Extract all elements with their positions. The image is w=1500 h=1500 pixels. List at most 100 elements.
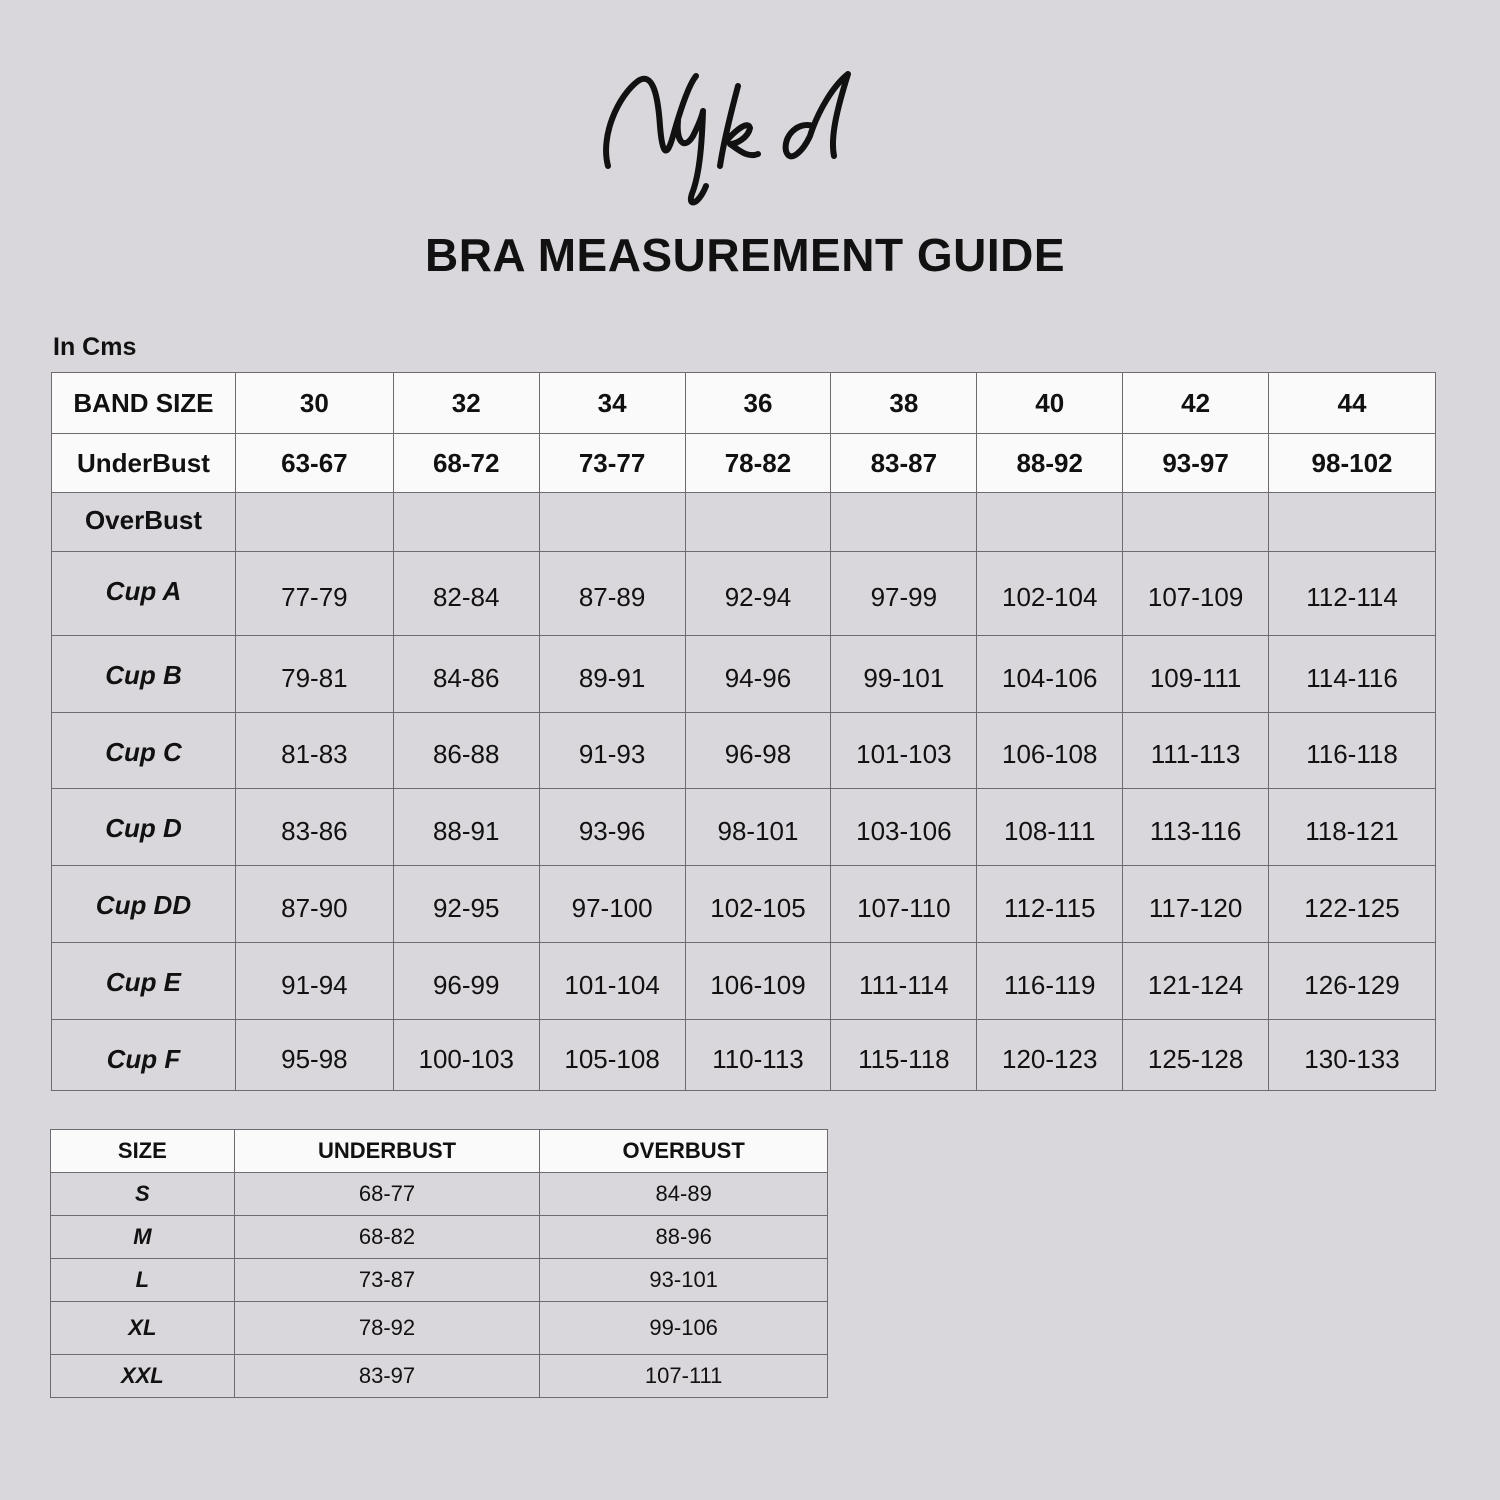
underbust-cell: 88-92: [976, 433, 1124, 493]
band-size-cell: 32: [392, 372, 540, 434]
underbust-cell: 98-102: [1268, 433, 1436, 493]
band-size-label: BAND SIZE: [51, 372, 236, 434]
overbust-cell: 84-86: [392, 635, 540, 713]
cup-label: Cup DD: [51, 865, 236, 943]
cup-row: Cup D 83-86 88-91 93-96 98-101 103-106 108-111…: [51, 788, 1436, 866]
overbust-cell: 100-103: [392, 1019, 540, 1091]
measurement-cell: 83-97: [233, 1354, 541, 1398]
cup-row: Cup DD 87-90 92-95 97-100 102-105 107-110 112-…: [51, 865, 1436, 943]
measurement-cell: 93-101: [539, 1258, 828, 1302]
empty-cell: [538, 492, 686, 552]
overbust-cell: 111-114: [830, 942, 978, 1020]
band-size-cell: 40: [976, 372, 1124, 434]
size-label: XXL: [50, 1354, 235, 1398]
overbust-cell: 102-104: [976, 551, 1124, 636]
overbust-cell: 112-114: [1268, 551, 1436, 636]
size-row: L 73-87 93-101: [50, 1258, 828, 1302]
overbust-cell: 101-104: [538, 942, 686, 1020]
overbust-cell: 82-84: [392, 551, 540, 636]
underbust-cell: 93-97: [1122, 433, 1270, 493]
cup-label: Cup C: [51, 712, 236, 789]
cup-row: Cup B 79-81 84-86 89-91 94-96 99-101 104-106 10…: [51, 635, 1436, 713]
overbust-cell: 99-101: [830, 635, 978, 713]
overbust-cell: 101-103: [830, 712, 978, 789]
overbust-cell: 126-129: [1268, 942, 1436, 1020]
measurement-cell: 73-87: [233, 1258, 541, 1302]
overbust-cell: 88-91: [392, 788, 540, 866]
empty-cell: [234, 492, 394, 552]
measurement-cell: 88-96: [539, 1215, 828, 1259]
overbust-cell: 114-116: [1268, 635, 1436, 713]
measurement-cell: 78-92: [233, 1301, 541, 1355]
overbust-cell: 94-96: [684, 635, 832, 713]
overbust-cell: 81-83: [234, 712, 394, 789]
underbust-cell: 78-82: [684, 433, 832, 493]
column-header: UNDERBUST: [233, 1129, 541, 1173]
overbust-cell: 92-95: [392, 865, 540, 943]
overbust-cell: 86-88: [392, 712, 540, 789]
underbust-row: UnderBust 63-67 68-72 73-77 78-82 83-87 88-92 9…: [51, 433, 1436, 493]
overbust-cell: 120-123: [976, 1019, 1124, 1091]
overbust-row: OverBust: [51, 492, 1436, 552]
underbust-cell: 68-72: [392, 433, 540, 493]
overbust-cell: 96-99: [392, 942, 540, 1020]
overbust-cell: 108-111: [976, 788, 1124, 866]
empty-cell: [392, 492, 540, 552]
overbust-cell: 113-116: [1122, 788, 1270, 866]
column-header: OVERBUST: [539, 1129, 828, 1173]
measurement-cell: 68-77: [233, 1172, 541, 1216]
overbust-cell: 102-105: [684, 865, 832, 943]
band-size-cell: 42: [1122, 372, 1270, 434]
empty-cell: [684, 492, 832, 552]
overbust-cell: 117-120: [1122, 865, 1270, 943]
size-header-row: SIZE UNDERBUST OVERBUST: [50, 1129, 828, 1173]
overbust-cell: 105-108: [538, 1019, 686, 1091]
size-row: M 68-82 88-96: [50, 1215, 828, 1259]
overbust-cell: 83-86: [234, 788, 394, 866]
cup-label: Cup B: [51, 635, 236, 713]
size-row: S 68-77 84-89: [50, 1172, 828, 1216]
cup-row: Cup C 81-83 86-88 91-93 96-98 101-103 106-108 1…: [51, 712, 1436, 789]
overbust-cell: 87-89: [538, 551, 686, 636]
overbust-cell: 97-100: [538, 865, 686, 943]
measurement-cell: 99-106: [539, 1301, 828, 1355]
size-row: XXL 83-97 107-111: [50, 1354, 828, 1398]
overbust-label: OverBust: [51, 492, 236, 552]
overbust-cell: 103-106: [830, 788, 978, 866]
size-row: XL 78-92 99-106: [50, 1301, 828, 1355]
overbust-cell: 107-109: [1122, 551, 1270, 636]
overbust-cell: 110-113: [684, 1019, 832, 1091]
band-size-cell: 36: [684, 372, 832, 434]
overbust-cell: 121-124: [1122, 942, 1270, 1020]
overbust-cell: 95-98: [234, 1019, 394, 1091]
overbust-cell: 106-108: [976, 712, 1124, 789]
overbust-cell: 107-110: [830, 865, 978, 943]
empty-cell: [1122, 492, 1270, 552]
overbust-cell: 89-91: [538, 635, 686, 713]
overbust-cell: 79-81: [234, 635, 394, 713]
overbust-cell: 122-125: [1268, 865, 1436, 943]
overbust-cell: 115-118: [830, 1019, 978, 1091]
overbust-cell: 116-118: [1268, 712, 1436, 789]
size-label: M: [50, 1215, 235, 1259]
size-label: L: [50, 1258, 235, 1302]
band-size-row: BAND SIZE 30 32 34 36 38 40 42 44: [51, 372, 1436, 434]
cup-row: Cup E 91-94 96-99 101-104 106-109 111-114 116-…: [51, 942, 1436, 1020]
overbust-cell: 109-111: [1122, 635, 1270, 713]
overbust-cell: 118-121: [1268, 788, 1436, 866]
overbust-cell: 125-128: [1122, 1019, 1270, 1091]
overbust-cell: 77-79: [234, 551, 394, 636]
cup-row: Cup A 77-79 82-84 87-89 92-94 97-99 102-104 107…: [51, 551, 1436, 636]
underbust-cell: 63-67: [234, 433, 394, 493]
overbust-cell: 87-90: [234, 865, 394, 943]
page-title: BRA MEASUREMENT GUIDE: [424, 229, 1066, 281]
size-label: XL: [50, 1301, 235, 1355]
overbust-cell: 104-106: [976, 635, 1124, 713]
cup-label: Cup A: [51, 551, 236, 636]
overbust-cell: 111-113: [1122, 712, 1270, 789]
column-header: SIZE: [50, 1129, 235, 1173]
measurement-cell: 107-111: [539, 1354, 828, 1398]
overbust-cell: 130-133: [1268, 1019, 1436, 1091]
overbust-cell: 91-94: [234, 942, 394, 1020]
measurement-cell: 84-89: [539, 1172, 828, 1216]
